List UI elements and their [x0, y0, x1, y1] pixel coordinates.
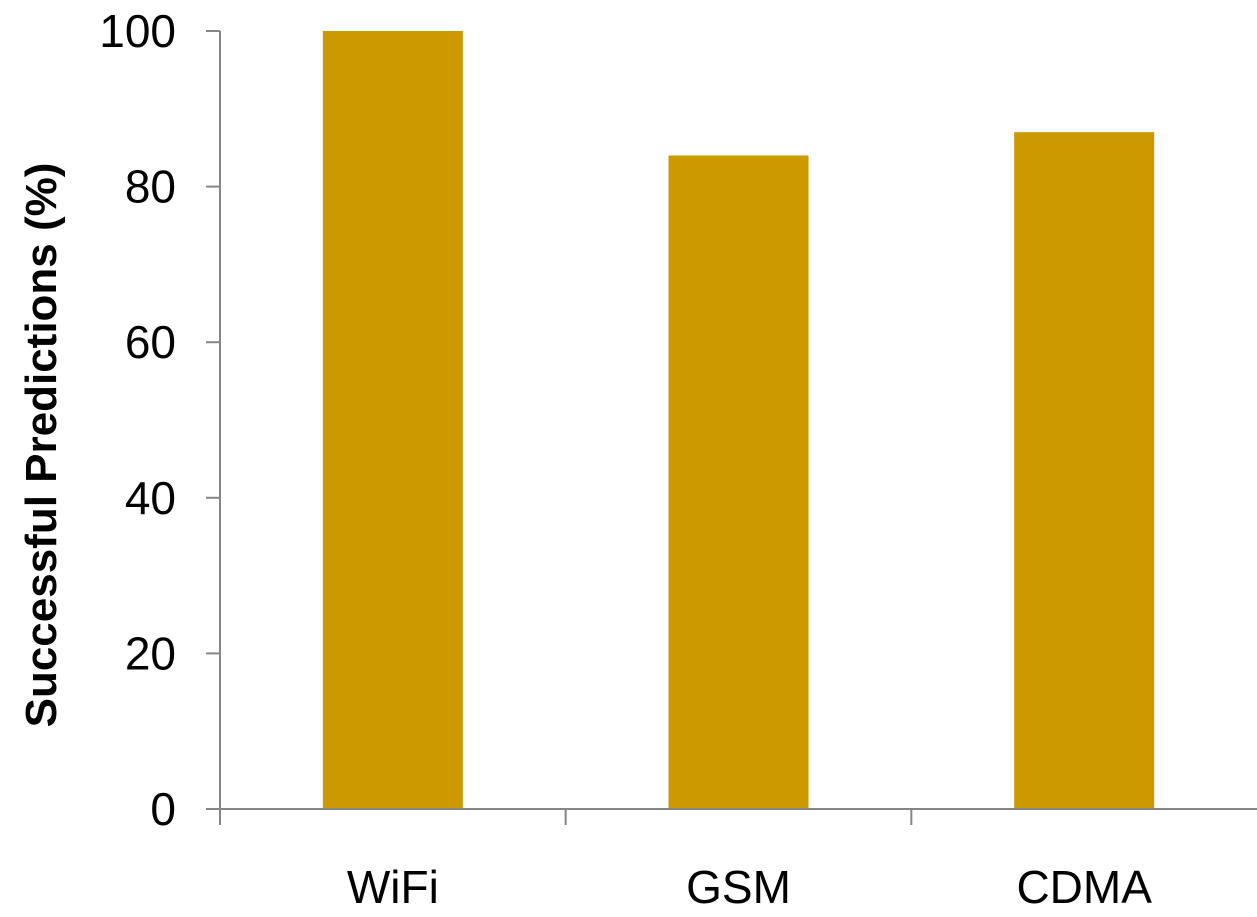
y-tick-label: 80 [125, 161, 176, 213]
x-axis-labels: WiFi GSM CDMA [347, 861, 1152, 913]
y-tick-label: 40 [125, 472, 176, 524]
y-axis-ticks: 0 20 40 60 80 100 [99, 5, 220, 835]
y-tick-label: 60 [125, 316, 176, 368]
x-tick-label: CDMA [1016, 861, 1152, 912]
y-tick-label: 20 [125, 627, 176, 679]
x-tick-label: WiFi [347, 861, 439, 912]
y-tick-label: 0 [150, 783, 176, 835]
axes [219, 31, 1257, 810]
bar-cdma [1014, 132, 1155, 809]
bar-wifi [322, 31, 463, 809]
bars [322, 31, 1155, 810]
x-tick-label: GSM [686, 861, 791, 912]
y-tick-label: 100 [99, 5, 176, 57]
y-axis-title: Successful Predictions (%) [17, 163, 66, 728]
x-axis-ticks [219, 809, 913, 825]
bar-gsm [668, 155, 809, 810]
